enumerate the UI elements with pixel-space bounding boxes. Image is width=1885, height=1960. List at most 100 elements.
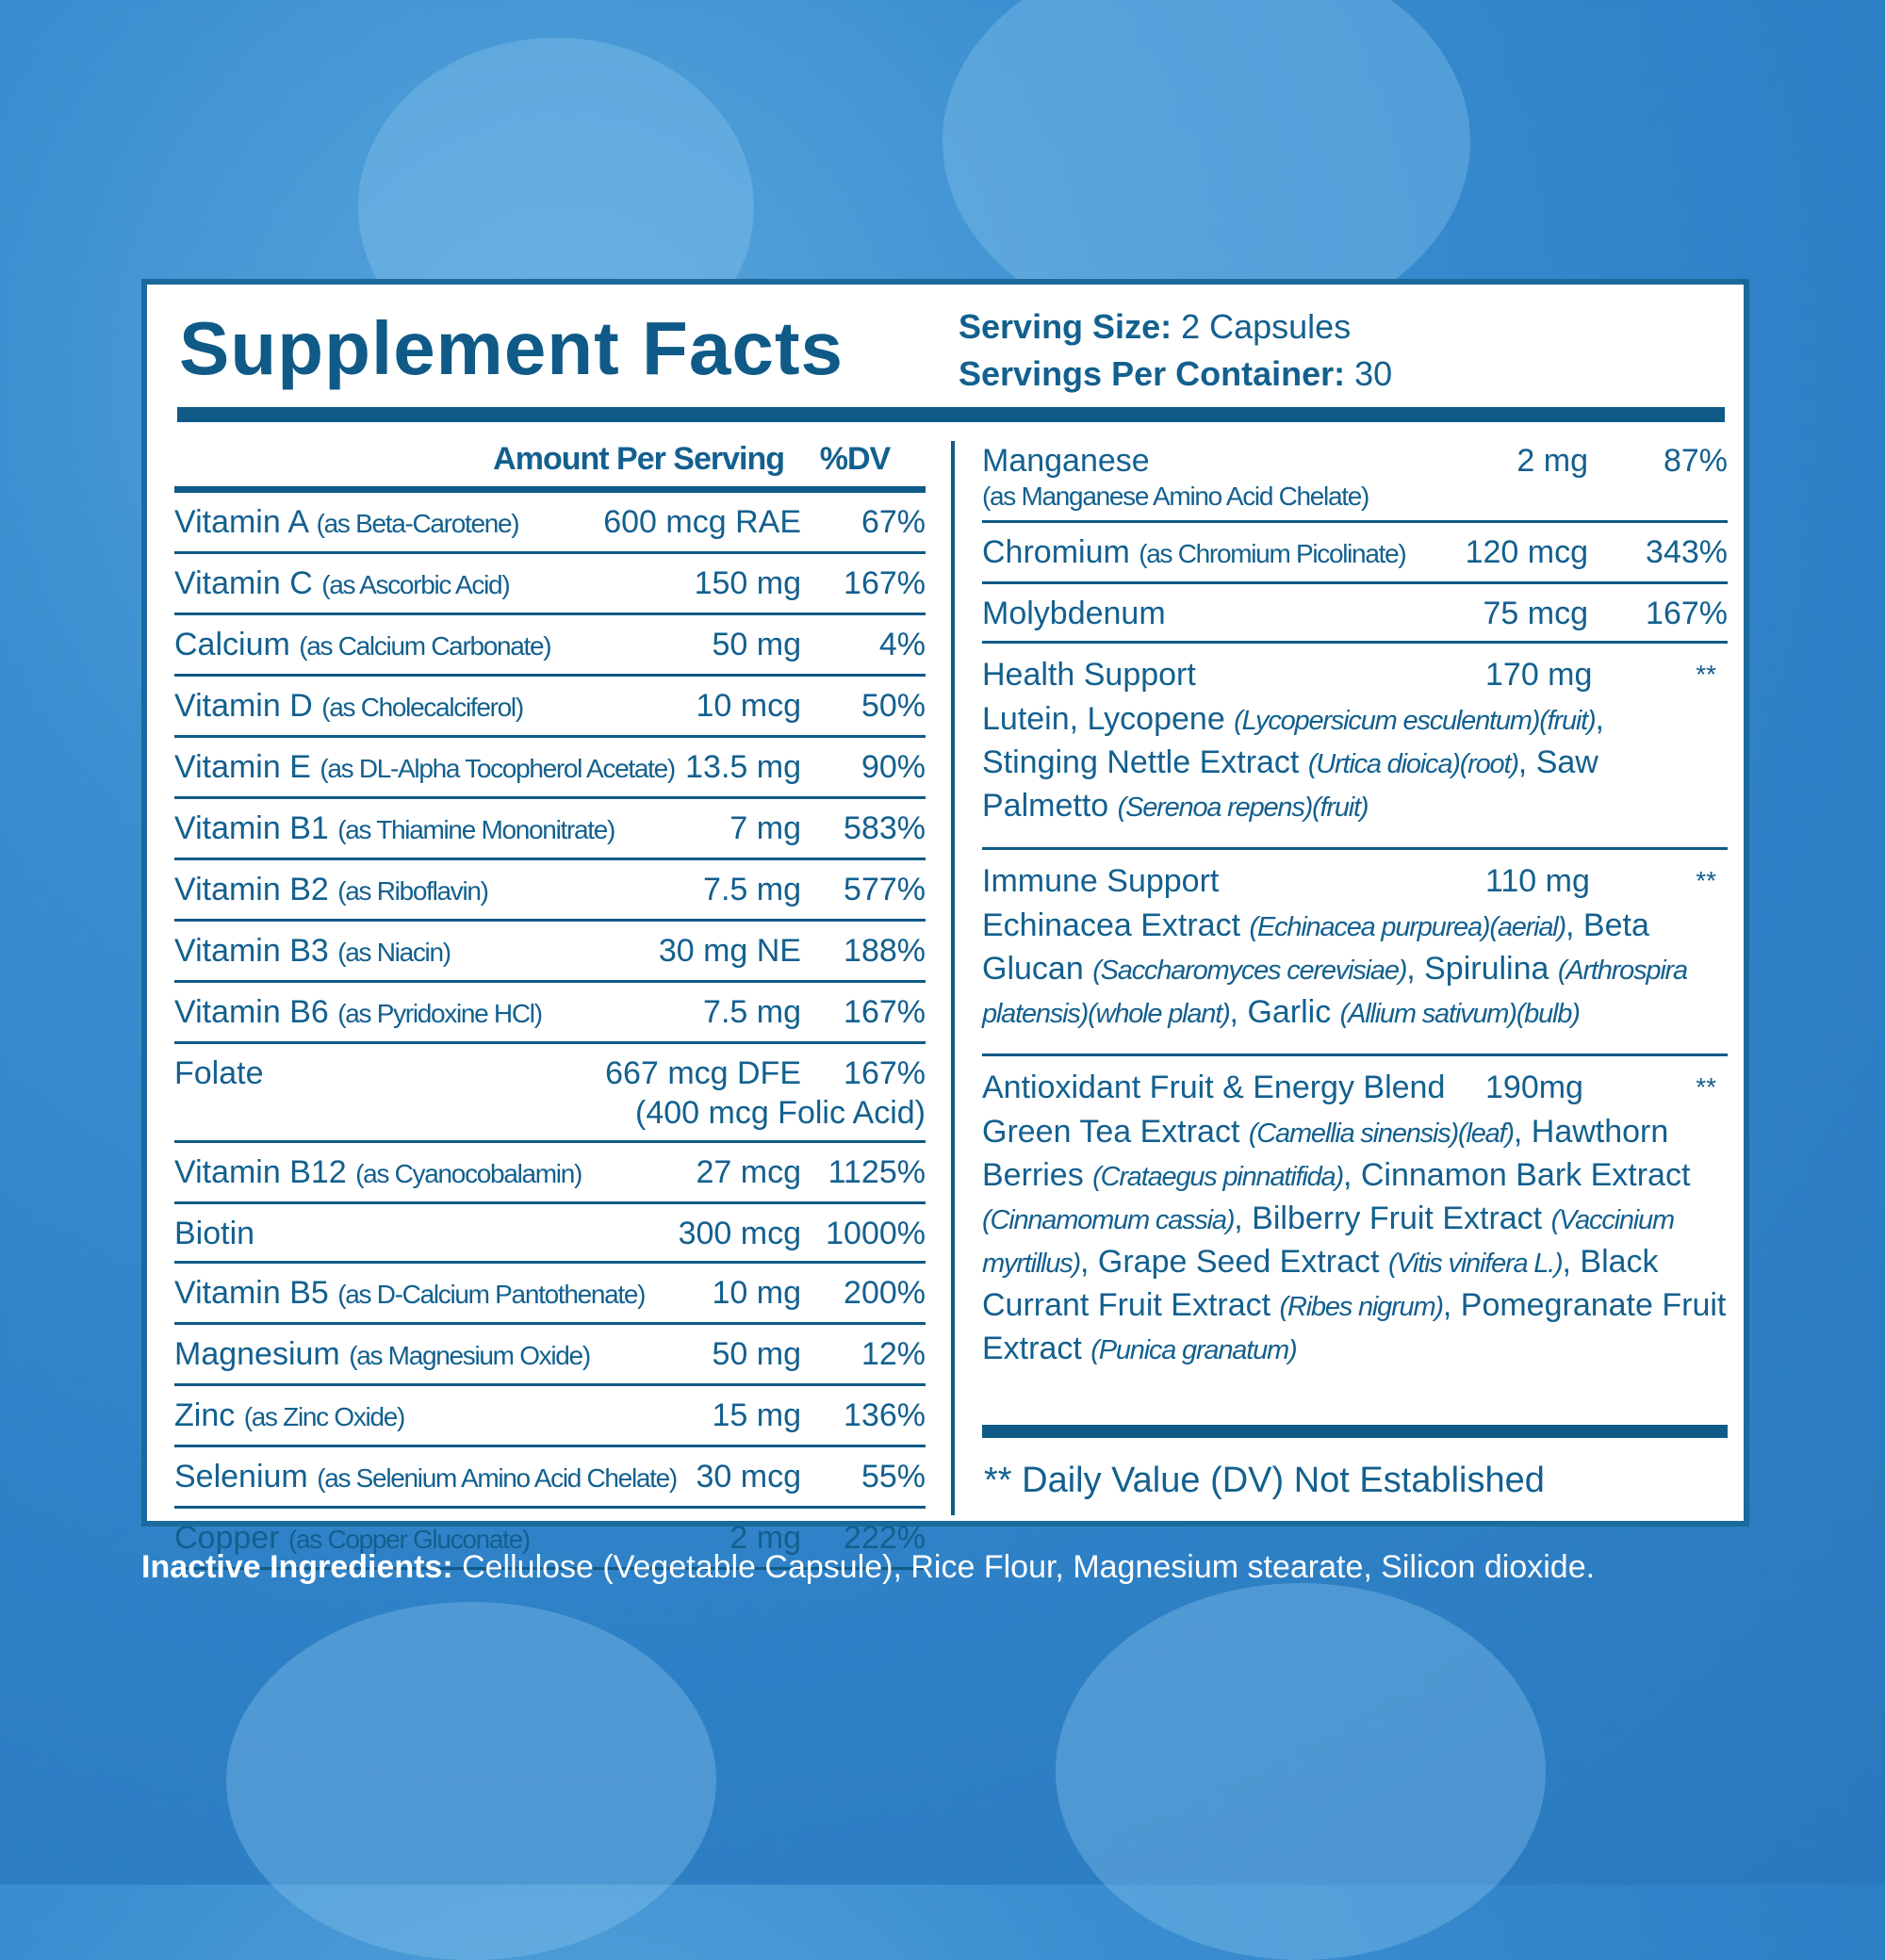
nutrient-name: Chromium bbox=[982, 534, 1130, 570]
nutrient-name: Manganese bbox=[982, 443, 1150, 479]
amount: 30 mcg bbox=[696, 1459, 802, 1494]
nutrient-name: Vitamin B1 bbox=[174, 810, 329, 846]
daily-value: 67% bbox=[861, 504, 926, 540]
blend-ingredients: Green Tea Extract (Camellia sinensis)(le… bbox=[982, 1111, 1728, 1371]
nutrient-name: Folate bbox=[174, 1055, 264, 1091]
nutrient-row: Zinc (as Zinc Oxide) 15 mg 136% bbox=[174, 1386, 926, 1447]
ingredient-name: , Hawthorn Berries bbox=[982, 1114, 1669, 1193]
ingredient-latin: (Punica granatum) bbox=[1090, 1335, 1297, 1365]
ingredient-name: Echinacea Extract bbox=[982, 907, 1250, 943]
nutrient-name: Vitamin B12 bbox=[174, 1154, 347, 1190]
nutrient-row: Selenium (as Selenium Amino Acid Chelate… bbox=[174, 1447, 926, 1509]
blend-amount: 190mg bbox=[1485, 1070, 1583, 1105]
ingredient-latin: (Vaccinium myrtillus) bbox=[982, 1205, 1675, 1279]
daily-value: 200% bbox=[844, 1275, 926, 1311]
daily-value: 583% bbox=[844, 810, 926, 846]
divider-bar bbox=[982, 1425, 1728, 1438]
nutrient-name: Vitamin B3 bbox=[174, 933, 329, 969]
daily-value: 167% bbox=[844, 1055, 926, 1091]
nutrient-source: (as Pyridoxine HCl) bbox=[337, 999, 543, 1028]
daily-value: 90% bbox=[861, 749, 926, 785]
nutrient-cell: Biotin bbox=[174, 1214, 679, 1253]
ingredient-latin: (Echinacea purpurea)(aerial) bbox=[1249, 912, 1566, 942]
blend: Health Support 170 mg ** Lutein, Lycopene (… bbox=[982, 644, 1728, 850]
blend-dv: ** bbox=[1696, 866, 1716, 895]
nutrient-name: Copper bbox=[174, 1520, 280, 1556]
ingredient-latin: (Arthrospira platensis)(whole plant) bbox=[982, 956, 1688, 1029]
nutrient-source: (as Ascorbic Acid) bbox=[321, 570, 510, 599]
nutrient-cell: Folate bbox=[174, 1054, 605, 1093]
amount: 30 mg NE bbox=[658, 933, 801, 969]
blend-dv: ** bbox=[1696, 660, 1716, 689]
nutrient-name: Molybdenum bbox=[982, 596, 1166, 631]
right-column: Manganese 2 mg 87% (as Manganese Amino Acid… bbox=[982, 432, 1728, 1390]
ingredient-name: , Saw Palmetto bbox=[982, 744, 1598, 824]
ingredient-name: , Stinging Nettle Extract bbox=[982, 701, 1604, 780]
blend-ingredients: Echinacea Extract (Echinacea purpurea)(a… bbox=[982, 905, 1728, 1035]
nutrient-cell: Magnesium (as Magnesium Oxide) bbox=[174, 1334, 713, 1376]
inactive-label: Inactive Ingredients: bbox=[141, 1549, 453, 1585]
amount: 300 mcg bbox=[678, 1216, 801, 1251]
blend-name: Antioxidant Fruit & Energy Blend bbox=[982, 1070, 1446, 1105]
nutrient-cell: Vitamin B12 (as Cyanocobalamin) bbox=[174, 1152, 697, 1194]
nutrient-source: (as Zinc Oxide) bbox=[243, 1402, 406, 1431]
nutrient-source: (as Cholecalciferol) bbox=[321, 693, 524, 722]
nutrient-row: Vitamin B1 (as Thiamine Mononitrate) 7 mg… bbox=[174, 799, 926, 860]
nutrient-row: Vitamin B2 (as Riboflavin) 7.5 mg 577% bbox=[174, 860, 926, 922]
nutrient-name: Vitamin D bbox=[174, 688, 313, 724]
nutrient-name: Vitamin B6 bbox=[174, 994, 329, 1030]
amount: 600 mcg RAE bbox=[603, 504, 801, 540]
nutrient-name: Calcium bbox=[174, 627, 290, 662]
nutrient-row: Folate 667 mcg DFE 167% (400 mcg Folic Acid… bbox=[174, 1044, 926, 1143]
amount: 667 mcg DFE bbox=[605, 1055, 801, 1091]
amount-header: Amount Per Serving bbox=[493, 440, 785, 477]
nutrient-row: Calcium (as Calcium Carbonate) 50 mg 4% bbox=[174, 615, 926, 677]
nutrient-cell: Vitamin A (as Beta-Carotene) bbox=[174, 502, 603, 544]
ingredient-name: , Bilberry Fruit Extract bbox=[1234, 1200, 1551, 1236]
ingredient-latin: (Vitis vinifera L.) bbox=[1387, 1249, 1564, 1279]
ingredient-name: , Grape Seed Extract bbox=[1080, 1244, 1388, 1280]
nutrient-cell: Vitamin B3 (as Niacin) bbox=[174, 931, 659, 972]
ingredient-name: , Pomegranate Fruit Extract bbox=[982, 1287, 1727, 1366]
nutrient-cell: Vitamin B2 (as Riboflavin) bbox=[174, 870, 703, 911]
nutrient-source: (as Cyanocobalamin) bbox=[355, 1159, 582, 1188]
serving-value: 30 bbox=[1354, 354, 1393, 393]
serving-line: Serving Size: 2 Capsules bbox=[959, 303, 1392, 351]
nutrient-row: Vitamin B5 (as D-Calcium Pantothenate) 10… bbox=[174, 1264, 926, 1325]
daily-value: 167% bbox=[844, 565, 926, 601]
amount: 150 mg bbox=[694, 565, 801, 601]
ingredient-latin: (Camellia sinensis)(leaf) bbox=[1248, 1119, 1515, 1149]
nutrient-source: (as Thiamine Mononitrate) bbox=[337, 815, 615, 844]
nutrient-cell: Molybdenum bbox=[982, 594, 1483, 633]
inactive-text: Cellulose (Vegetable Capsule), Rice Flou… bbox=[462, 1549, 1596, 1585]
nutrient-row: Vitamin B12 (as Cyanocobalamin) 27 mcg 112… bbox=[174, 1143, 926, 1204]
blend-name: Health Support bbox=[982, 657, 1196, 693]
ingredient-latin: (Cinnamomum cassia) bbox=[982, 1205, 1235, 1235]
column-header: Amount Per Serving %DV bbox=[174, 432, 926, 493]
ingredient-name: , Beta Glucan bbox=[982, 907, 1649, 987]
amount: 13.5 mg bbox=[685, 749, 801, 785]
nutrient-source: (as Riboflavin) bbox=[337, 876, 489, 906]
amount: 2 mg bbox=[729, 1520, 801, 1556]
serving-info: Serving Size: 2 Capsules Servings Per Co… bbox=[959, 303, 1392, 398]
nutrient-row: Chromium (as Chromium Picolinate) 120 mcg… bbox=[982, 523, 1728, 584]
daily-value: 167% bbox=[844, 994, 926, 1030]
blend-header: Immune Support 110 mg ** bbox=[982, 858, 1728, 905]
blend-ingredients: Lutein, Lycopene (Lycopersicum esculentu… bbox=[982, 698, 1728, 828]
amount: 10 mg bbox=[712, 1275, 802, 1311]
blend-amount: 110 mg bbox=[1485, 863, 1590, 899]
daily-value: 55% bbox=[861, 1459, 926, 1494]
blend-name: Immune Support bbox=[982, 863, 1220, 899]
ingredient-latin: (Allium sativum)(bulb) bbox=[1339, 999, 1581, 1029]
nutrient-source: (as Beta-Carotene) bbox=[316, 509, 520, 538]
nutrient-cell: Vitamin B6 (as Pyridoxine HCl) bbox=[174, 992, 703, 1034]
title: Supplement Facts bbox=[179, 306, 844, 390]
nutrient-row: Vitamin D (as Cholecalciferol) 10 mcg 50% bbox=[174, 677, 926, 738]
nutrient-row: Vitamin B3 (as Niacin) 30 mg NE 188% bbox=[174, 922, 926, 983]
nutrient-cell: Vitamin C (as Ascorbic Acid) bbox=[174, 564, 695, 605]
daily-value: 87% bbox=[1663, 443, 1728, 479]
nutrient-source: (as Niacin) bbox=[337, 938, 451, 967]
blend-header: Antioxidant Fruit & Energy Blend 190mg ** bbox=[982, 1064, 1728, 1111]
nutrient-row: Copper (as Copper Gluconate) 2 mg 222% bbox=[174, 1509, 926, 1570]
background-fruit bbox=[226, 1602, 716, 1960]
